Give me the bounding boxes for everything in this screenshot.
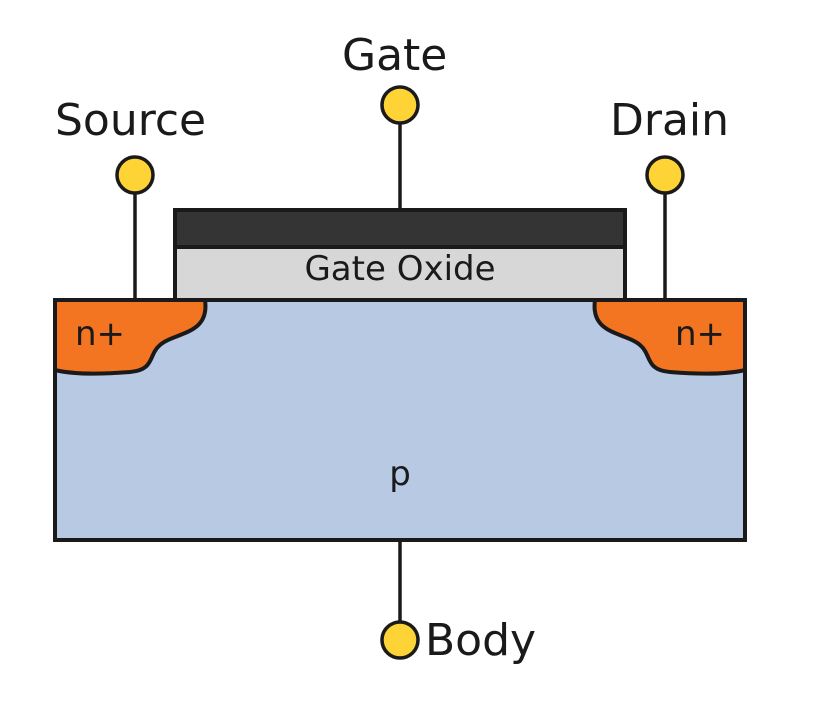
body-label: Body <box>425 615 536 666</box>
gate-oxide-label: Gate Oxide <box>304 249 495 289</box>
gate-metal <box>175 210 625 247</box>
gate-label: Gate <box>342 30 447 81</box>
source-terminal-icon <box>117 157 153 193</box>
drain-label: Drain <box>610 95 729 146</box>
body-terminal-icon <box>382 622 418 658</box>
gate-terminal-icon <box>382 87 418 123</box>
source-label: Source <box>55 95 206 146</box>
n-plus-left-label: n+ <box>75 314 125 354</box>
p-label: p <box>389 454 411 494</box>
n-plus-right-label: n+ <box>675 314 725 354</box>
drain-terminal-icon <box>647 157 683 193</box>
